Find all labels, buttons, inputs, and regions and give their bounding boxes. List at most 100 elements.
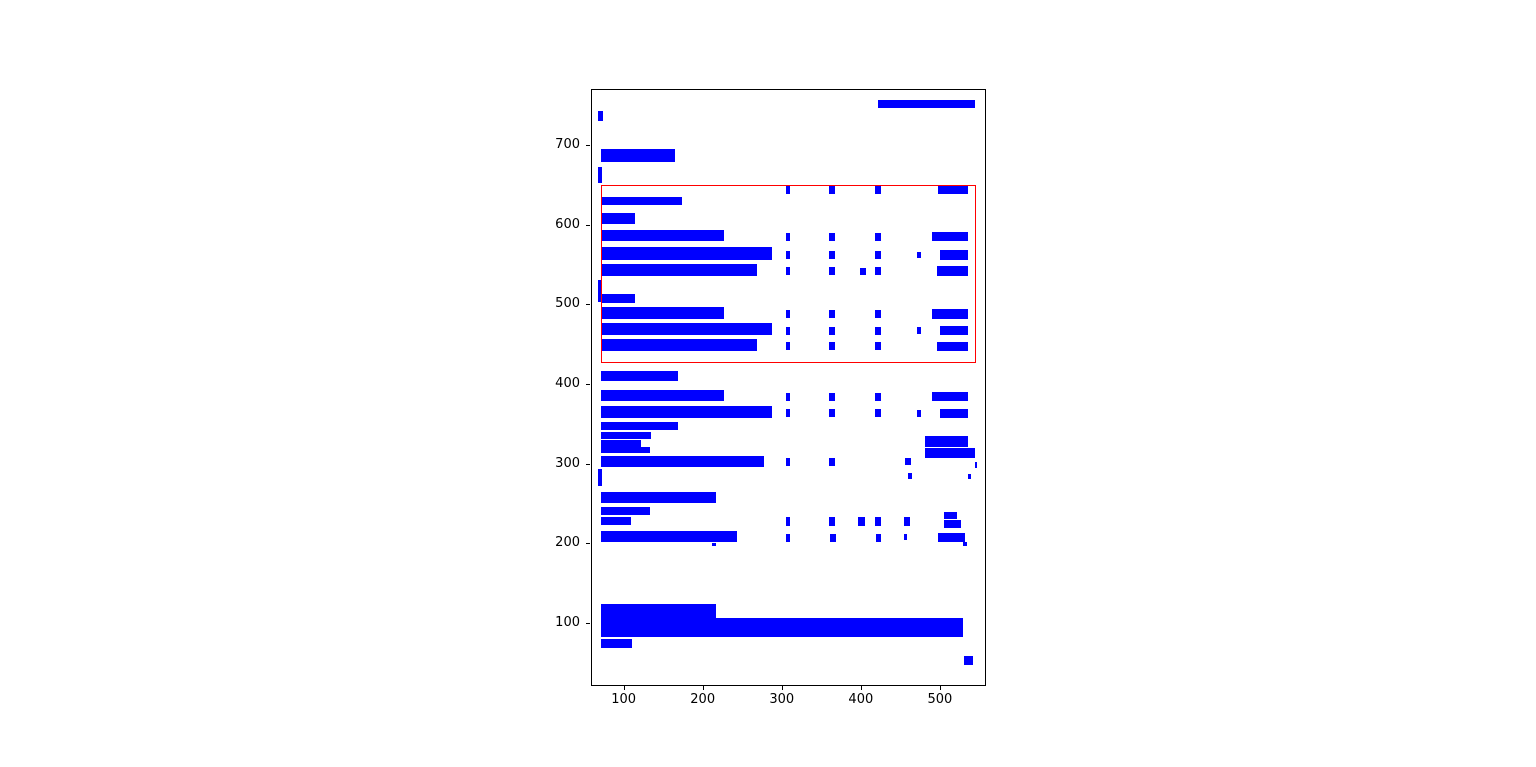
x-tick [623, 686, 625, 690]
data-bar [600, 638, 632, 649]
plot-area [591, 89, 986, 686]
y-tick-label: 300 [555, 455, 580, 471]
data-bar [967, 473, 971, 479]
data-bar [875, 326, 881, 335]
y-tick [586, 224, 590, 226]
data-bar [916, 251, 921, 259]
data-bar [600, 603, 717, 622]
data-bar [932, 309, 968, 319]
data-bar [875, 392, 881, 401]
data-bar [875, 533, 882, 542]
data-bar [974, 461, 978, 468]
data-bar [829, 457, 835, 466]
data-bar [903, 516, 910, 527]
data-bar [829, 250, 835, 259]
data-bar [875, 186, 881, 194]
data-bar [878, 99, 975, 109]
highlight-rect [600, 184, 977, 364]
y-tick-label: 500 [555, 296, 580, 312]
data-bar [875, 266, 881, 275]
data-bar [600, 516, 631, 525]
data-bar [598, 279, 603, 302]
data-bar [829, 266, 835, 275]
data-bar [939, 325, 968, 336]
y-tick [586, 622, 590, 624]
x-tick-label: 400 [848, 692, 874, 707]
data-bar [939, 250, 968, 260]
data-bar [932, 391, 968, 402]
data-bar [829, 409, 835, 418]
data-bar [785, 186, 791, 194]
data-bar [785, 309, 791, 318]
data-bar [829, 392, 835, 401]
data-bar [908, 473, 913, 480]
data-bar [829, 516, 835, 527]
data-bar [829, 342, 835, 351]
data-bar [829, 326, 835, 335]
x-tick [702, 686, 704, 690]
data-bar [600, 230, 725, 242]
data-bar [875, 516, 881, 527]
x-tick [860, 686, 862, 690]
data-bar [600, 431, 652, 439]
data-bar [964, 655, 974, 666]
data-bar [903, 534, 907, 541]
data-bar [600, 323, 773, 336]
data-bar [829, 309, 835, 318]
x-tick-label: 500 [927, 692, 953, 707]
data-bar [600, 246, 773, 260]
data-bar [932, 231, 968, 242]
data-bar [600, 148, 676, 162]
x-tick [939, 686, 941, 690]
data-bar [785, 232, 791, 241]
data-bar [600, 618, 963, 638]
y-tick-label: 200 [555, 535, 580, 551]
data-bar [598, 167, 603, 184]
data-bar [905, 457, 912, 466]
data-bar [600, 339, 758, 352]
data-bar [600, 446, 650, 454]
data-bar [860, 267, 867, 275]
data-bar [600, 196, 683, 206]
data-bar [598, 469, 603, 486]
data-bar [600, 439, 641, 447]
data-bar [875, 342, 881, 351]
y-tick-label: 600 [555, 216, 580, 232]
data-bar [924, 447, 975, 458]
data-bar [875, 409, 881, 418]
data-bar [600, 455, 764, 467]
data-bar [598, 110, 604, 122]
data-bar [916, 327, 921, 334]
data-bar [924, 436, 968, 447]
data-bar [875, 250, 881, 259]
data-bar [875, 309, 881, 318]
data-bar [600, 406, 773, 419]
data-bar [939, 408, 968, 419]
data-bar [785, 533, 791, 542]
data-bar [785, 266, 791, 275]
data-bar [936, 341, 968, 352]
y-tick [586, 383, 590, 385]
y-tick [586, 543, 590, 545]
data-bar [600, 293, 635, 304]
data-bar [785, 409, 791, 418]
data-bar [785, 392, 791, 401]
y-tick-label: 400 [555, 375, 580, 391]
x-tick-label: 100 [611, 692, 637, 707]
data-bar [600, 263, 758, 276]
y-tick-label: 100 [555, 614, 580, 630]
data-bar [829, 186, 835, 194]
data-bar [943, 512, 958, 520]
data-bar [600, 422, 679, 431]
data-bar [829, 232, 835, 241]
data-bar [600, 506, 650, 516]
y-tick [586, 144, 590, 146]
x-tick [781, 686, 783, 690]
data-bar [916, 410, 921, 417]
data-bar [962, 542, 967, 547]
x-tick-label: 300 [769, 692, 795, 707]
data-bar [600, 531, 737, 543]
data-bar [600, 371, 679, 381]
data-bar [600, 492, 717, 504]
